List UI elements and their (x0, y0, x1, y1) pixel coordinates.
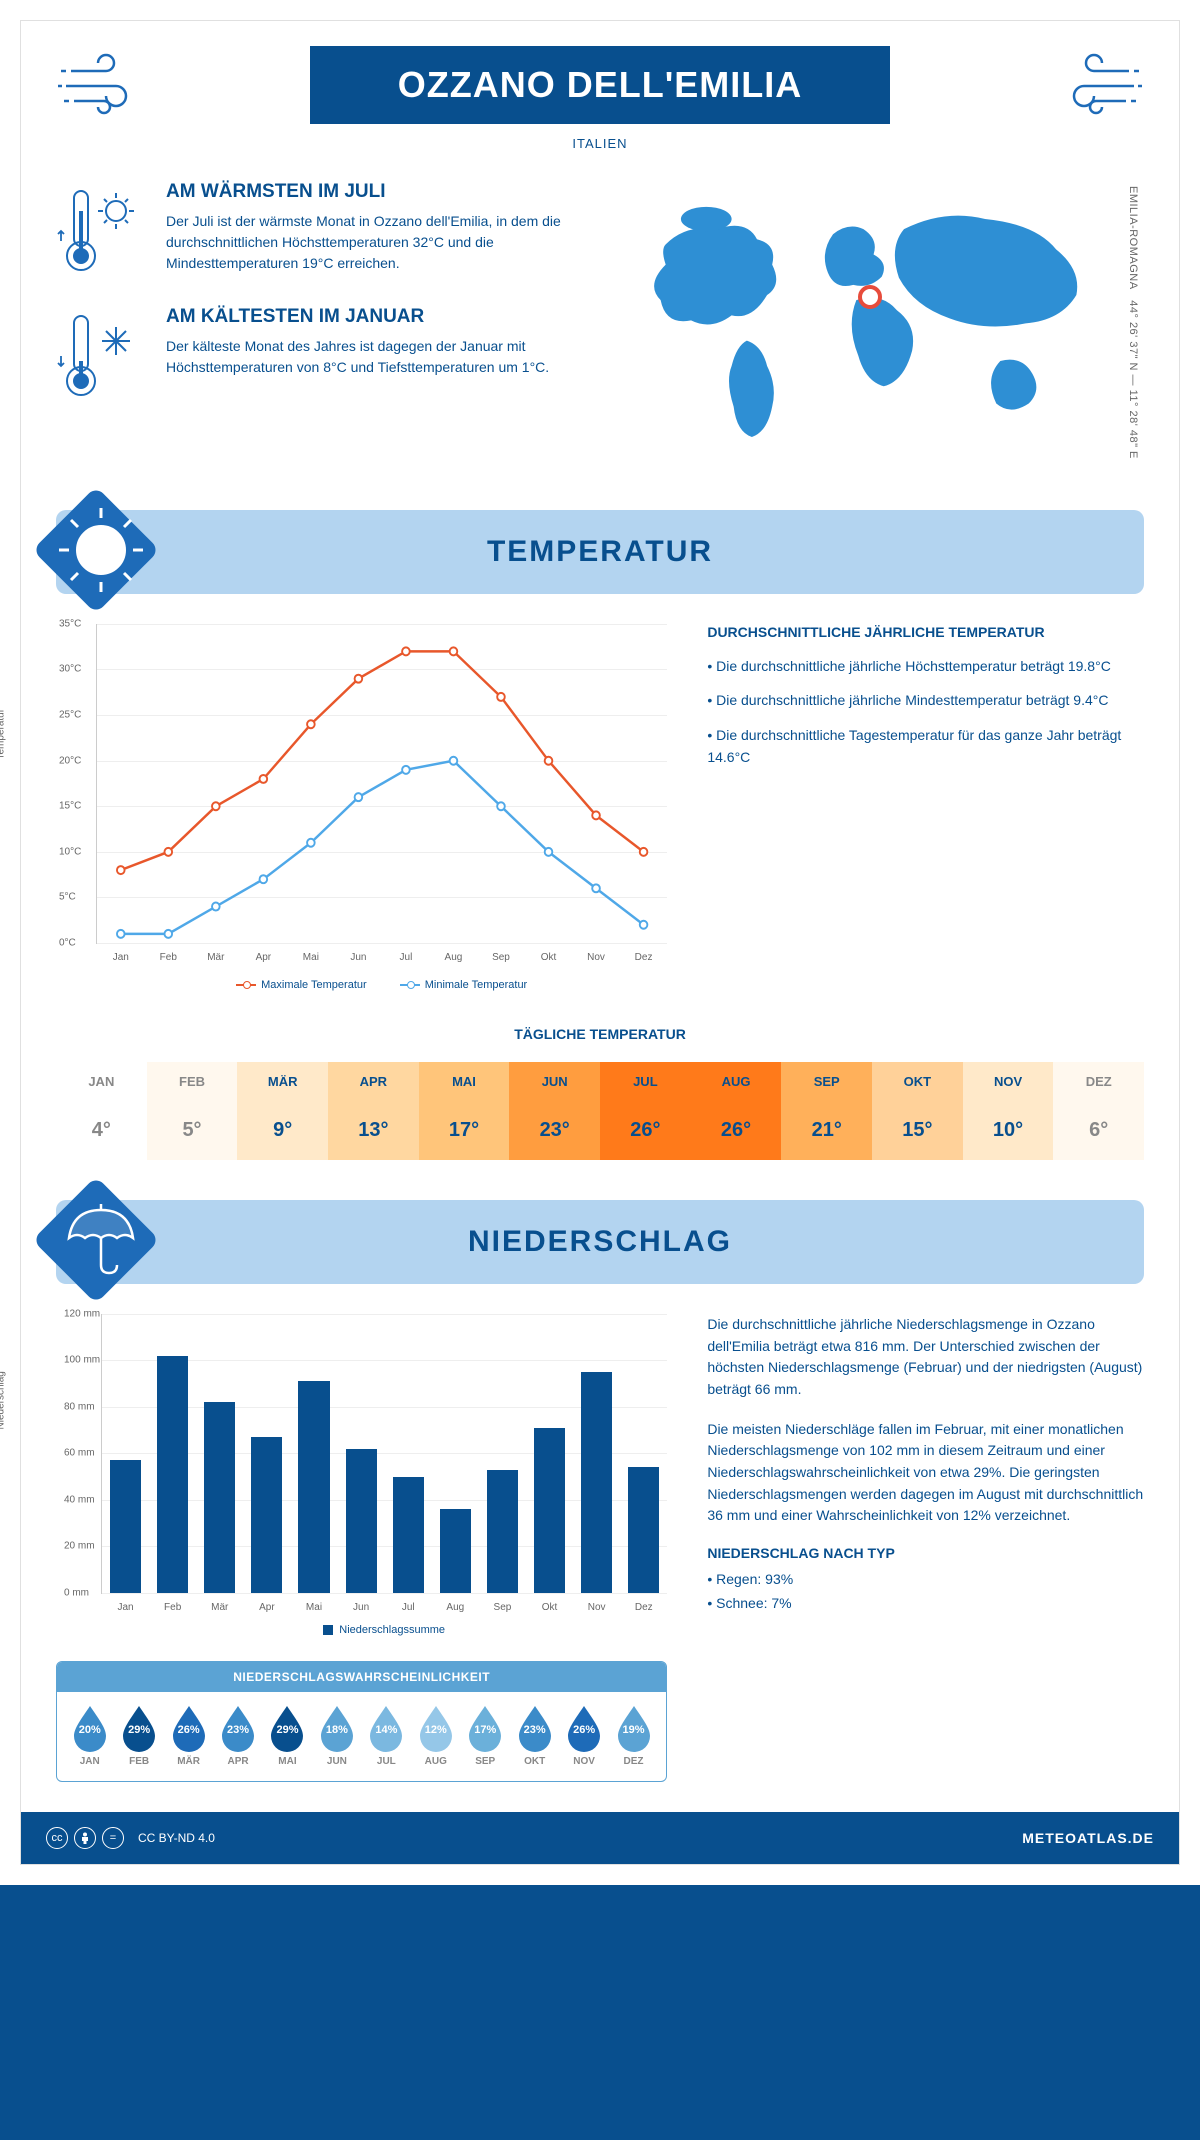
daily-month-cell: NOV (963, 1062, 1054, 1101)
precip-section-header: NIEDERSCHLAG (56, 1200, 1144, 1284)
daily-value-cell: 13° (328, 1101, 419, 1160)
precipitation-bar-chart: Niederschlag 0 mm20 mm40 mm60 mm80 mm100… (56, 1314, 667, 1594)
daily-value-cell: 21° (781, 1101, 872, 1160)
cc-icon: cc (46, 1827, 68, 1849)
daily-month-cell: JAN (56, 1062, 147, 1101)
sun-icon (51, 500, 151, 600)
daily-month-cell: SEP (781, 1062, 872, 1101)
world-map (615, 181, 1122, 470)
header: OZZANO DELL'EMILIA ITALIEN (56, 46, 1144, 151)
precip-bar (440, 1509, 471, 1593)
info-section: AM WÄRMSTEN IM JULI Der Juli ist der wär… (56, 181, 1144, 470)
daily-value-cell: 15° (872, 1101, 963, 1160)
daily-month-cell: MAI (419, 1062, 510, 1101)
precipitation-probability-box: NIEDERSCHLAGSWAHRSCHEINLICHKEIT 20%JAN29… (56, 1661, 667, 1782)
precip-bar (534, 1428, 565, 1593)
daily-month-cell: JUL (600, 1062, 691, 1101)
precip-bar (628, 1467, 659, 1593)
daily-month-cell: MÄR (237, 1062, 328, 1101)
probability-cell: 20%JAN (65, 1704, 114, 1767)
page-title: OZZANO DELL'EMILIA (350, 64, 850, 106)
precip-chart-legend: Niederschlagssumme (101, 1624, 667, 1636)
probability-cell: 17%SEP (461, 1704, 510, 1767)
daily-month-cell: AUG (691, 1062, 782, 1101)
footer: cc = CC BY-ND 4.0 METEOATLAS.DE (21, 1812, 1179, 1864)
precip-bar (346, 1449, 377, 1593)
daily-value-cell: 10° (963, 1101, 1054, 1160)
daily-month-cell: APR (328, 1062, 419, 1101)
probability-cell: 29%MAI (263, 1704, 312, 1767)
daily-value-cell: 17° (419, 1101, 510, 1160)
warmest-block: AM WÄRMSTEN IM JULI Der Juli ist der wär… (56, 181, 585, 281)
coldest-block: AM KÄLTESTEN IM JANUAR Der kälteste Mona… (56, 306, 585, 406)
daily-month-cell: FEB (147, 1062, 238, 1101)
coldest-heading: AM KÄLTESTEN IM JANUAR (166, 306, 585, 328)
probability-cell: 14%JUL (362, 1704, 411, 1767)
temp-chart-legend: Maximale Temperatur Minimale Temperatur (96, 979, 667, 991)
precip-bar (157, 1356, 188, 1593)
cc-license-icons: cc = CC BY-ND 4.0 (46, 1827, 215, 1849)
daily-temp-table: TÄGLICHE TEMPERATUR JANFEBMÄRAPRMAIJUNJU… (56, 1026, 1144, 1160)
precip-bar (298, 1381, 329, 1593)
warmest-text: Der Juli ist der wärmste Monat in Ozzano… (166, 211, 585, 274)
probability-cell: 26%MÄR (164, 1704, 213, 1767)
precip-bar (393, 1477, 424, 1593)
thermometer-hot-icon (56, 181, 146, 281)
daily-value-cell: 5° (147, 1101, 238, 1160)
coordinates: EMILIA-ROMAGNA 44° 26' 37" N — 11° 28' 4… (1122, 181, 1144, 470)
probability-cell: 18%JUN (312, 1704, 361, 1767)
license-text: CC BY-ND 4.0 (138, 1831, 215, 1845)
probability-cell: 26%NOV (559, 1704, 608, 1767)
temperature-line-chart: Temperatur 0°C5°C10°C15°C20°C25°C30°C35°… (56, 624, 667, 991)
country-subtitle: ITALIEN (156, 136, 1044, 151)
probability-cell: 19%DEZ (609, 1704, 658, 1767)
precip-bar (251, 1437, 282, 1593)
daily-value-cell: 26° (600, 1101, 691, 1160)
nd-icon: = (102, 1827, 124, 1849)
probability-cell: 29%FEB (114, 1704, 163, 1767)
precip-facts: Die durchschnittliche jährliche Niedersc… (707, 1314, 1144, 1782)
temp-section-title: TEMPERATUR (81, 535, 1119, 569)
daily-value-cell: 26° (691, 1101, 782, 1160)
precip-bar (110, 1460, 141, 1593)
precip-bar (204, 1402, 235, 1593)
title-banner: OZZANO DELL'EMILIA (310, 46, 890, 124)
probability-cell: 12%AUG (411, 1704, 460, 1767)
daily-value-cell: 6° (1053, 1101, 1144, 1160)
daily-value-cell: 23° (509, 1101, 600, 1160)
daily-month-cell: JUN (509, 1062, 600, 1101)
probability-cell: 23%OKT (510, 1704, 559, 1767)
temp-section-header: TEMPERATUR (56, 510, 1144, 594)
by-icon (74, 1827, 96, 1849)
temp-facts: DURCHSCHNITTLICHE JÄHRLICHE TEMPERATUR •… (707, 624, 1144, 991)
probability-cell: 23%APR (213, 1704, 262, 1767)
daily-value-cell: 9° (237, 1101, 328, 1160)
footer-brand: METEOATLAS.DE (1022, 1830, 1154, 1846)
wind-icon-left (56, 46, 156, 126)
precip-section-title: NIEDERSCHLAG (81, 1225, 1119, 1259)
precip-bar (581, 1372, 612, 1593)
daily-month-cell: OKT (872, 1062, 963, 1101)
wind-icon-right (1044, 46, 1144, 126)
daily-month-cell: DEZ (1053, 1062, 1144, 1101)
thermometer-cold-icon (56, 306, 146, 406)
coldest-text: Der kälteste Monat des Jahres ist dagege… (166, 336, 585, 378)
daily-value-cell: 4° (56, 1101, 147, 1160)
warmest-heading: AM WÄRMSTEN IM JULI (166, 181, 585, 203)
umbrella-icon (51, 1190, 151, 1290)
precip-bar (487, 1470, 518, 1593)
